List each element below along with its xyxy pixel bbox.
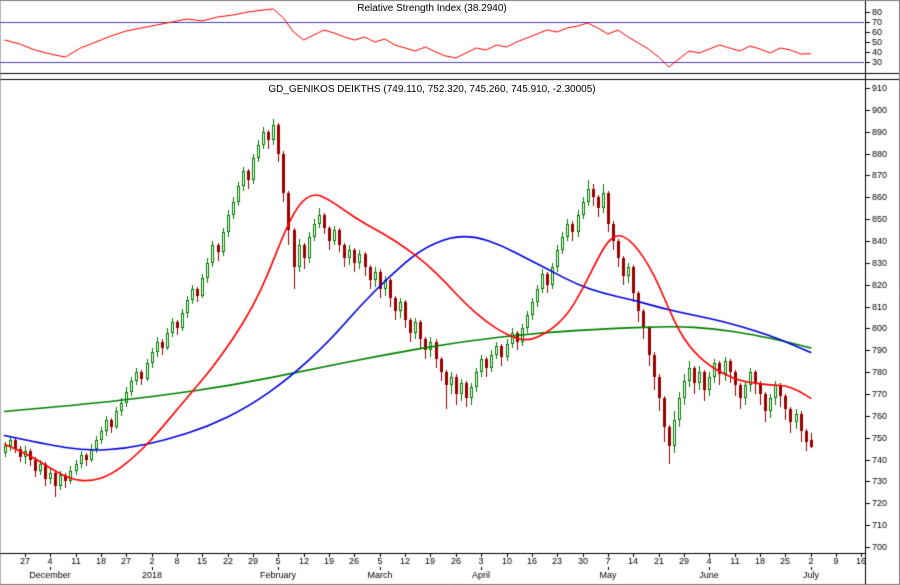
stock-chart-canvas[interactable] [0,0,900,585]
chart-window: Relative Strength Index (38.2940) GD_GEN… [0,0,900,585]
